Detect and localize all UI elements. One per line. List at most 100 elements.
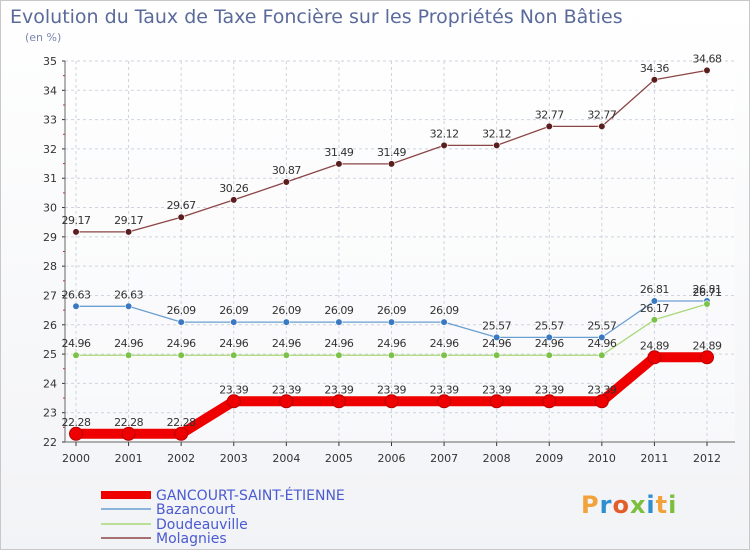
data-label: 24.96 [535, 337, 564, 350]
data-label: 24.96 [587, 337, 616, 350]
series-point-1 [124, 302, 133, 310]
data-label: 24.96 [482, 337, 511, 350]
data-label: 29.67 [167, 199, 196, 212]
x-tick-label: 2012 [693, 452, 721, 465]
data-label: 30.87 [272, 164, 301, 177]
series-point-2 [335, 351, 343, 359]
data-label: 23.39 [272, 383, 301, 396]
data-label: 26.81 [693, 283, 722, 296]
series-point-0 [279, 394, 294, 409]
data-label: 22.28 [114, 416, 143, 429]
y-tick-label: 29 [43, 231, 57, 244]
series-point-0 [226, 394, 241, 409]
legend-label: Molagnies [156, 531, 227, 547]
data-label: 25.57 [535, 319, 564, 332]
series-point-2 [230, 351, 238, 359]
data-label: 26.09 [219, 304, 248, 317]
data-label: 24.89 [693, 339, 722, 352]
series-point-3 [177, 213, 185, 221]
y-tick-label: 25 [43, 348, 57, 361]
series-point-1 [440, 318, 448, 326]
data-label: 24.96 [430, 337, 459, 350]
series-point-1 [598, 333, 606, 341]
data-label: 23.39 [430, 383, 459, 396]
legend-label: Doudeauville [156, 517, 248, 533]
series-point-3 [124, 228, 133, 236]
series-point-2 [703, 300, 711, 308]
data-label: 26.09 [324, 304, 353, 317]
series-point-3 [650, 76, 659, 84]
data-label: 26.71 [693, 286, 722, 299]
data-label: 24.96 [167, 337, 196, 350]
series-point-2 [124, 351, 133, 359]
series-point-2 [650, 316, 659, 324]
series-point-0 [69, 426, 83, 441]
series-point-3 [440, 141, 448, 150]
data-label: 26.63 [114, 288, 143, 301]
data-label: 26.09 [272, 304, 301, 317]
data-label: 31.49 [324, 146, 353, 159]
chart-title: Evolution du Taux de Taxe Foncière sur l… [10, 6, 623, 28]
proxiti-logo: Proxiti [581, 491, 677, 519]
series-point-0 [594, 394, 609, 409]
data-label: 31.49 [377, 146, 406, 159]
series-point-0 [437, 394, 452, 409]
data-label: 25.57 [587, 319, 616, 332]
series-point-1 [72, 302, 80, 310]
logo-letter: P [581, 491, 600, 519]
y-tick-label: 22 [43, 436, 57, 449]
data-label: 32.77 [535, 108, 564, 121]
y-tick-label: 32 [43, 143, 57, 156]
data-label: 24.96 [272, 337, 301, 350]
chart-subtitle: (en %) [25, 31, 62, 44]
series-point-0 [489, 394, 504, 409]
logo-letter: t [655, 491, 669, 519]
series-point-2 [387, 351, 396, 359]
y-tick-label: 26 [43, 319, 57, 332]
data-label: 26.63 [62, 288, 91, 301]
y-tick-label: 24 [43, 377, 57, 390]
series-point-2 [440, 351, 448, 359]
data-label: 34.36 [640, 62, 669, 75]
y-tick-label: 33 [43, 114, 57, 127]
x-tick-label: 2006 [378, 452, 406, 465]
series-point-3 [493, 141, 501, 150]
data-label: 23.39 [219, 383, 248, 396]
logo-letter: o [612, 491, 630, 519]
series-point-2 [177, 351, 185, 359]
data-label: 24.96 [62, 337, 91, 350]
x-tick-label: 2002 [167, 452, 195, 465]
series-point-1 [387, 318, 396, 326]
y-tick-label: 23 [43, 407, 57, 420]
data-label: 23.39 [377, 383, 406, 396]
data-label: 24.96 [219, 337, 248, 350]
series-point-1 [493, 333, 501, 341]
x-tick-label: 2007 [430, 452, 458, 465]
series-point-3 [545, 122, 553, 130]
series-point-3 [387, 160, 396, 168]
data-label: 23.39 [324, 383, 353, 396]
x-tick-label: 2008 [483, 452, 511, 465]
data-label: 22.28 [167, 416, 196, 429]
y-tick-label: 34 [43, 84, 57, 97]
y-tick-label: 31 [43, 172, 57, 185]
x-tick-label: 2000 [62, 452, 90, 465]
data-label: 32.12 [430, 127, 459, 140]
series-point-0 [331, 394, 346, 409]
data-label: 30.26 [219, 182, 248, 195]
logo-letter: i [668, 491, 678, 519]
series-point-1 [177, 318, 185, 326]
x-tick-label: 2010 [588, 452, 616, 465]
x-tick-label: 2001 [115, 452, 143, 465]
series-point-1 [282, 318, 290, 326]
series-point-0 [121, 426, 136, 441]
data-label: 26.81 [640, 283, 669, 296]
series-point-1 [545, 333, 553, 341]
x-tick-label: 2011 [640, 452, 668, 465]
data-label: 29.17 [114, 214, 143, 227]
logo-letter: i [646, 491, 656, 519]
series-point-3 [335, 160, 343, 168]
y-tick-label: 30 [43, 202, 57, 215]
